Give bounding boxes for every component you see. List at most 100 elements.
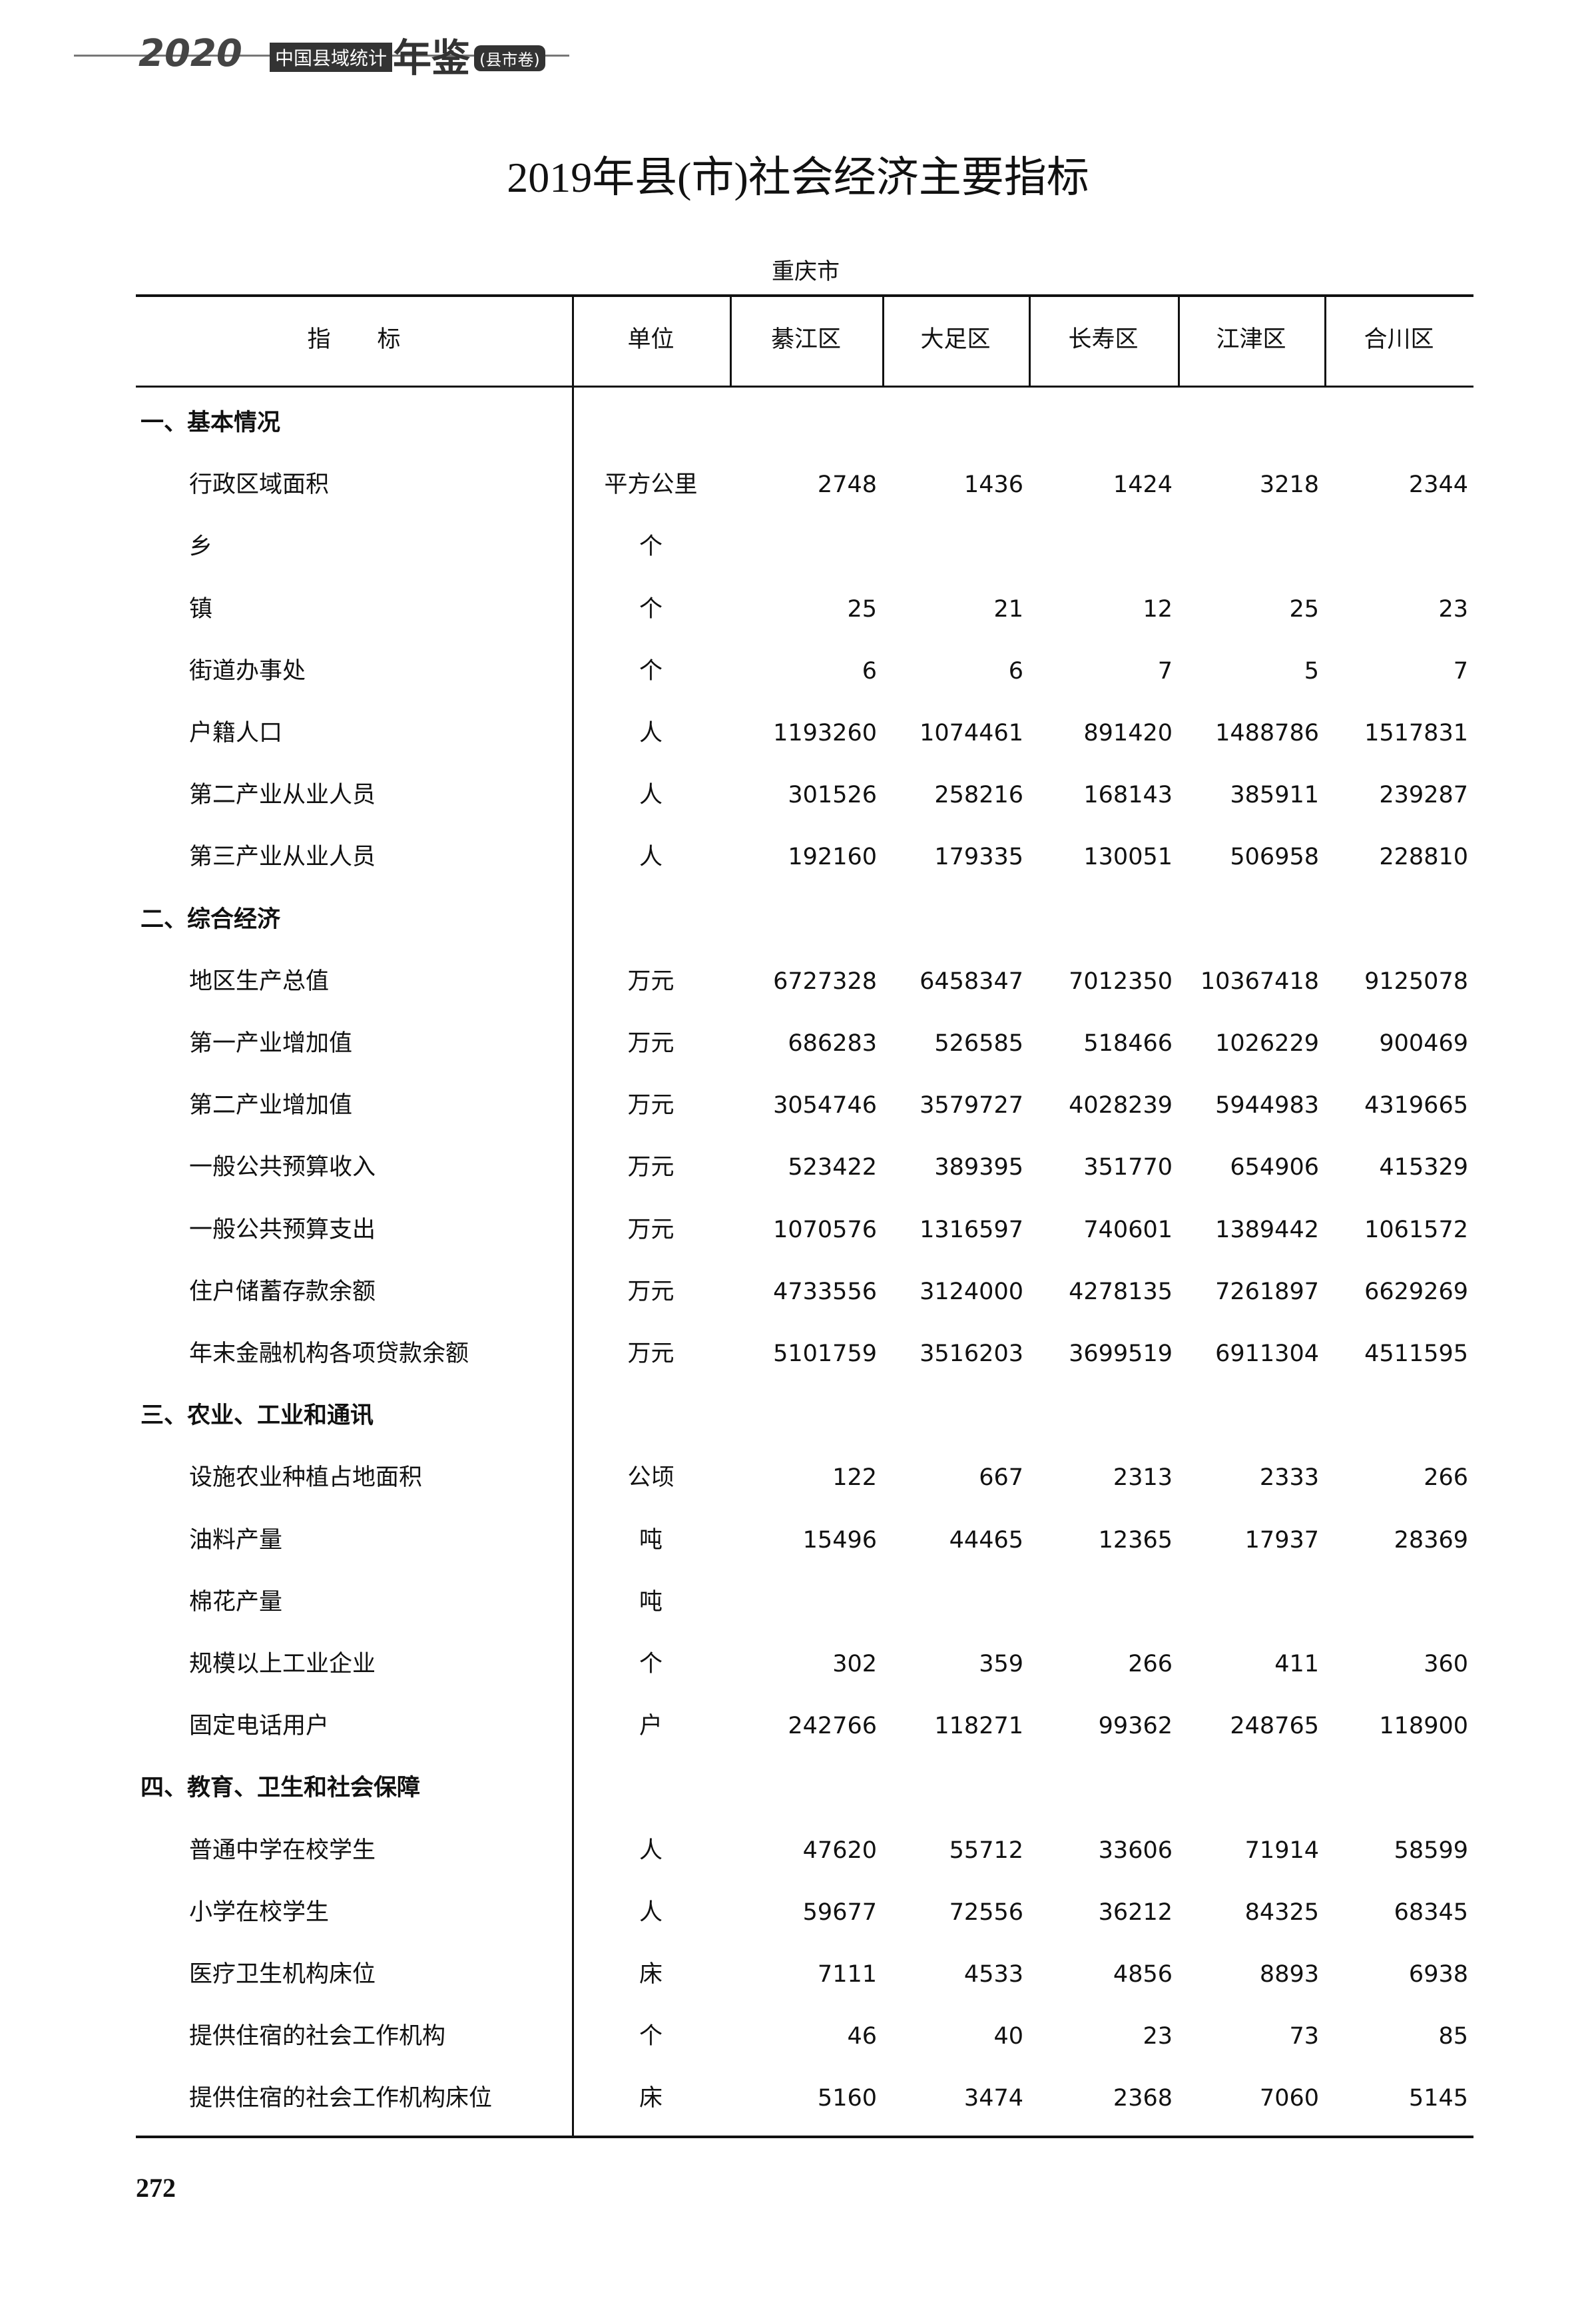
value: 130051 — [1083, 844, 1173, 871]
value: 239287 — [1379, 782, 1468, 809]
value: 1517831 — [1364, 720, 1468, 746]
value: 266 — [1128, 1651, 1173, 1677]
unit: 个 — [639, 1651, 663, 1677]
value: 9125078 — [1364, 968, 1468, 995]
value: 122 — [832, 1464, 877, 1492]
value: 518466 — [1083, 1030, 1173, 1057]
column-divider — [572, 294, 574, 2136]
value: 7261897 — [1215, 1278, 1319, 1305]
row-label: 油料产量 — [189, 1526, 283, 1554]
value: 179335 — [934, 844, 1023, 871]
row-label: 乡 — [189, 533, 213, 561]
value: 4028239 — [1069, 1092, 1173, 1119]
column-header: 长寿区 — [1068, 326, 1139, 353]
value: 6458347 — [920, 968, 1023, 995]
row-label: 小学在校学生 — [189, 1898, 330, 1926]
value: 7111 — [817, 1961, 877, 1988]
value: 228810 — [1379, 844, 1468, 871]
value: 411 — [1274, 1651, 1319, 1677]
value: 3516203 — [920, 1340, 1023, 1367]
value: 3054746 — [773, 1092, 877, 1119]
row-label: 规模以上工业企业 — [189, 1651, 376, 1677]
value: 900469 — [1379, 1030, 1468, 1057]
value: 4533 — [963, 1961, 1023, 1988]
row-label: 住户储蓄存款余额 — [189, 1278, 376, 1305]
value: 33606 — [1098, 1837, 1173, 1864]
unit: 床 — [639, 1961, 663, 1988]
value: 1061572 — [1364, 1216, 1468, 1243]
row-label: 户籍人口 — [189, 720, 283, 746]
row-label: 一般公共预算收入 — [189, 1154, 376, 1181]
value: 740601 — [1083, 1216, 1173, 1243]
value: 248765 — [1230, 1713, 1319, 1740]
section-label: 二、综合经济 — [140, 906, 281, 933]
value: 118900 — [1379, 1713, 1468, 1740]
column-divider — [882, 294, 884, 386]
unit: 个 — [639, 595, 663, 623]
value: 2313 — [1113, 1464, 1173, 1492]
value: 415329 — [1379, 1154, 1468, 1181]
value: 68345 — [1394, 1898, 1468, 1926]
unit: 万元 — [627, 1030, 674, 1057]
column-divider — [1324, 294, 1326, 386]
column-header: 单位 — [627, 326, 674, 353]
value: 4733556 — [773, 1278, 877, 1305]
value: 5944983 — [1215, 1092, 1319, 1119]
row-label: 普通中学在校学生 — [189, 1837, 376, 1864]
value: 4511595 — [1364, 1340, 1468, 1367]
page-number: 272 — [136, 2173, 176, 2203]
value: 3474 — [963, 2085, 1023, 2112]
value: 7012350 — [1069, 968, 1173, 995]
value: 526585 — [934, 1030, 1023, 1057]
row-label: 地区生产总值 — [189, 968, 330, 995]
section-label: 一、基本情况 — [140, 410, 281, 436]
section-label: 三、农业、工业和通讯 — [140, 1402, 374, 1430]
value: 5101759 — [773, 1340, 877, 1367]
value: 667 — [979, 1464, 1023, 1492]
unit: 吨 — [639, 1526, 663, 1554]
value: 6629269 — [1364, 1278, 1468, 1305]
value: 359 — [979, 1651, 1023, 1677]
value: 192160 — [788, 844, 877, 871]
value: 5160 — [817, 2085, 877, 2112]
value: 72556 — [949, 1898, 1023, 1926]
row-label: 提供住宿的社会工作机构 — [189, 2023, 446, 2050]
value: 1070576 — [773, 1216, 877, 1243]
value: 36212 — [1098, 1898, 1173, 1926]
value: 71914 — [1244, 1837, 1319, 1864]
value: 5145 — [1408, 2085, 1468, 2112]
value: 301526 — [788, 782, 877, 809]
value: 360 — [1424, 1651, 1468, 1677]
value: 1389442 — [1215, 1216, 1319, 1243]
value: 10367418 — [1200, 968, 1319, 995]
column-header: 大足区 — [920, 326, 991, 353]
value: 118271 — [934, 1713, 1023, 1740]
value: 2333 — [1259, 1464, 1319, 1492]
banner-volume: (县市卷) — [474, 45, 545, 71]
value: 6911304 — [1215, 1340, 1319, 1367]
value: 5 — [1304, 657, 1319, 685]
value: 1316597 — [920, 1216, 1023, 1243]
value: 2748 — [817, 471, 877, 499]
row-label: 固定电话用户 — [189, 1713, 330, 1740]
value: 258216 — [934, 782, 1023, 809]
column-header: 合川区 — [1364, 326, 1434, 353]
value: 12 — [1143, 595, 1173, 623]
value: 891420 — [1083, 720, 1173, 746]
unit: 个 — [639, 657, 663, 685]
unit: 万元 — [627, 1278, 674, 1305]
value: 85 — [1438, 2023, 1468, 2050]
value: 6727328 — [773, 968, 877, 995]
value: 55712 — [949, 1837, 1023, 1864]
value: 389395 — [934, 1154, 1023, 1181]
subtitle: 重庆市 — [772, 258, 840, 285]
value: 59677 — [802, 1898, 877, 1926]
value: 1026229 — [1215, 1030, 1319, 1057]
banner-book: 年鉴 — [393, 37, 471, 80]
row-label: 年末金融机构各项贷款余额 — [189, 1340, 469, 1367]
value: 3579727 — [920, 1092, 1023, 1119]
value: 8893 — [1259, 1961, 1319, 1988]
value: 242766 — [788, 1713, 877, 1740]
value: 654906 — [1230, 1154, 1319, 1181]
value: 6 — [862, 657, 877, 685]
